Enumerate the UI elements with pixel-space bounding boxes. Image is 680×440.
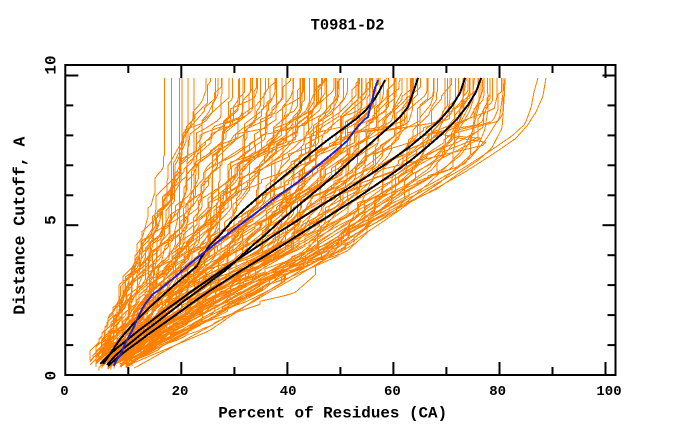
- svg-text:0: 0: [43, 371, 61, 381]
- svg-text:Distance Cutoff, A: Distance Cutoff, A: [11, 136, 30, 314]
- svg-text:0: 0: [60, 384, 68, 400]
- svg-text:60: 60: [384, 384, 401, 400]
- svg-text:20: 20: [172, 384, 189, 400]
- svg-text:10: 10: [43, 55, 61, 74]
- svg-text:100: 100: [596, 384, 621, 400]
- svg-text:5: 5: [43, 215, 61, 225]
- svg-text:80: 80: [489, 384, 506, 400]
- svg-text:Percent of Residues (CA): Percent of Residues (CA): [218, 405, 447, 423]
- svg-text:40: 40: [280, 384, 297, 400]
- svg-text:T0981-D2: T0981-D2: [311, 17, 385, 35]
